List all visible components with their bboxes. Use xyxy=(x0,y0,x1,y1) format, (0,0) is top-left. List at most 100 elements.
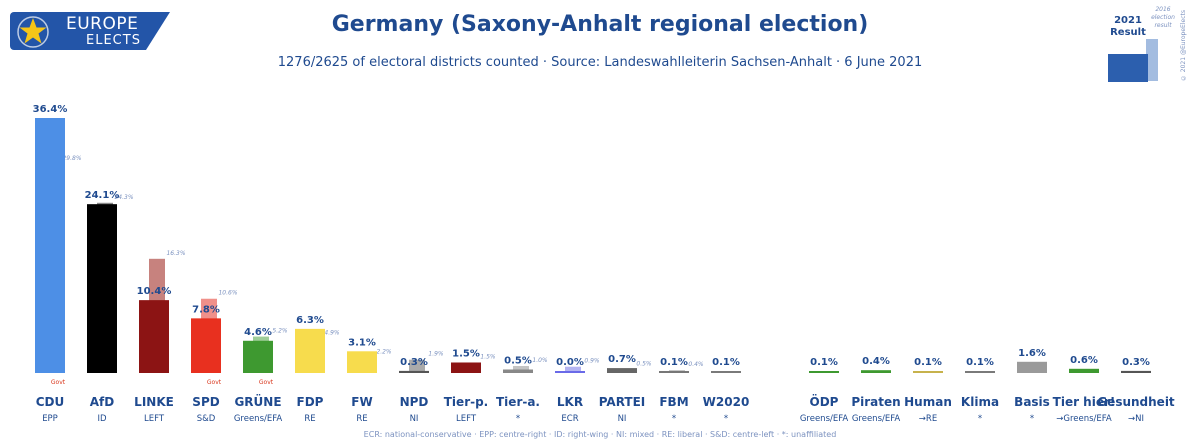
category-partei: PARTEI xyxy=(599,395,646,409)
group-linke: LEFT xyxy=(144,414,165,424)
bar-2021-gr-ne xyxy=(243,340,273,373)
category-gesundheit: Gesundheit xyxy=(1097,395,1175,409)
group-spd: S&D xyxy=(197,414,216,424)
label-2021-spd: 7.8% xyxy=(192,304,220,315)
bar-2021-human xyxy=(913,371,943,373)
label-2016-afd: 24.3% xyxy=(114,194,133,201)
govt-marker-spd: Govt xyxy=(207,379,222,386)
legend-2016-label: 2016 election result xyxy=(1151,6,1175,29)
label-2016-tier-p: 1.5% xyxy=(480,353,496,360)
label-2021-npd: 0.3% xyxy=(400,357,428,368)
logo-text-europe: EUROPE xyxy=(66,14,139,34)
label-2021-gesundheit: 0.3% xyxy=(1122,357,1150,368)
label-2021-afd: 24.1% xyxy=(85,190,120,201)
category-tier-a: Tier-a. xyxy=(496,395,540,409)
group-fbm: * xyxy=(672,414,676,424)
group-w2020: * xyxy=(724,414,728,424)
logo-text-elects: ELECTS xyxy=(86,33,141,48)
bar-2021-tier-p xyxy=(451,362,481,373)
group-basis: * xyxy=(1030,414,1034,424)
legend-2021-label: 2021 Result xyxy=(1110,15,1146,38)
label-2021--dp: 0.1% xyxy=(810,357,838,368)
legend: 2021 Result 2016 election result xyxy=(1108,6,1178,82)
label-2021-w2020: 0.1% xyxy=(712,357,740,368)
label-2021-fdp: 6.3% xyxy=(296,315,324,326)
group-gesundheit: →NI xyxy=(1128,414,1144,424)
label-2016-fbm: 0.4% xyxy=(688,361,704,368)
legend-2021-swatch xyxy=(1108,54,1148,82)
bar-2021-cdu xyxy=(35,118,65,373)
category-lkr: LKR xyxy=(557,395,583,409)
category-cdu: CDU xyxy=(36,395,65,409)
label-2021-cdu: 36.4% xyxy=(33,104,68,115)
label-2016-fw: 2.2% xyxy=(376,349,392,356)
group-piraten: Greens/EFA xyxy=(852,414,901,424)
label-2016-fdp: 4.9% xyxy=(324,330,340,337)
category--dp: ÖDP xyxy=(810,394,839,409)
category-fdp: FDP xyxy=(297,395,324,409)
bar-2021-fw xyxy=(347,351,377,373)
bar-2016-npd xyxy=(409,359,425,373)
label-2016-cdu: 29.8% xyxy=(62,155,81,162)
bar-2021-partei xyxy=(607,368,637,373)
bar-2021-basis xyxy=(1017,361,1047,373)
label-2016-npd: 1.9% xyxy=(428,351,444,358)
bar-2021-lkr xyxy=(555,371,585,373)
bar-2021-piraten xyxy=(861,370,891,373)
category-fbm: FBM xyxy=(659,395,688,409)
category-tier-p: Tier-p. xyxy=(444,395,488,409)
label-2016-spd: 10.6% xyxy=(218,290,237,297)
category-afd: AfD xyxy=(90,395,115,409)
group-tier-hier: →Greens/EFA xyxy=(1056,414,1112,424)
label-2016-partei: 0.5% xyxy=(636,360,652,367)
bar-2021-tier-a xyxy=(503,369,533,373)
group-gr-ne: Greens/EFA xyxy=(234,414,283,424)
category-klima: Klima xyxy=(961,395,999,409)
label-2016-linke: 16.3% xyxy=(166,250,185,257)
group-cdu: EPP xyxy=(42,414,58,424)
bar-2021-linke xyxy=(139,300,169,373)
chart-title: Germany (Saxony-Anhalt regional election… xyxy=(331,12,869,37)
group-afd: ID xyxy=(97,414,107,424)
label-2021-partei: 0.7% xyxy=(608,354,636,365)
label-2021-fbm: 0.1% xyxy=(660,357,688,368)
label-2021-klima: 0.1% xyxy=(966,357,994,368)
category-basis: Basis xyxy=(1014,395,1050,409)
group-tier-a: * xyxy=(516,414,520,424)
group-npd: NI xyxy=(410,414,419,424)
category-fw: FW xyxy=(351,395,372,409)
bar-2021-gesundheit xyxy=(1121,370,1151,373)
label-2021-fw: 3.1% xyxy=(348,337,376,348)
category-gr-ne: GRÜNE xyxy=(234,394,281,409)
govt-marker-gr-ne: Govt xyxy=(259,379,274,386)
label-2016-lkr: 0.9% xyxy=(584,358,600,365)
category-w2020: W2020 xyxy=(703,395,750,409)
category-linke: LINKE xyxy=(134,395,174,409)
label-2021-tier-a: 0.5% xyxy=(504,355,532,366)
europe-elects-logo: EUROPE ELECTS xyxy=(10,12,170,50)
legend-2016-swatch xyxy=(1146,39,1158,81)
group--dp: Greens/EFA xyxy=(800,414,849,424)
chart-subtitle: 1276/2625 of electoral districts counted… xyxy=(277,55,923,70)
bar-2021-npd xyxy=(399,370,429,373)
govt-marker-cdu: Govt xyxy=(51,379,66,386)
label-2016-gr-ne: 5.2% xyxy=(272,328,288,335)
footnote: ECR: national-conservative · EPP: centre… xyxy=(363,430,837,439)
category-human: Human xyxy=(904,395,952,409)
logo-star-icon xyxy=(17,16,49,48)
group-klima: * xyxy=(978,414,982,424)
bar-2021-fbm xyxy=(659,371,689,373)
label-2021-linke: 10.4% xyxy=(137,286,172,297)
bar-2021-spd xyxy=(191,318,221,373)
bar-2021-afd xyxy=(87,204,117,373)
label-2021-tier-hier: 0.6% xyxy=(1070,355,1098,366)
category-spd: SPD xyxy=(192,395,219,409)
label-2021-basis: 1.6% xyxy=(1018,348,1046,359)
bar-2016-lkr xyxy=(565,366,581,373)
category-piraten: Piraten xyxy=(851,395,900,409)
label-2021-lkr: 0.0% xyxy=(556,357,584,368)
label-2021-piraten: 0.4% xyxy=(862,356,890,367)
bar-2021--dp xyxy=(809,371,839,373)
category-npd: NPD xyxy=(400,395,429,409)
